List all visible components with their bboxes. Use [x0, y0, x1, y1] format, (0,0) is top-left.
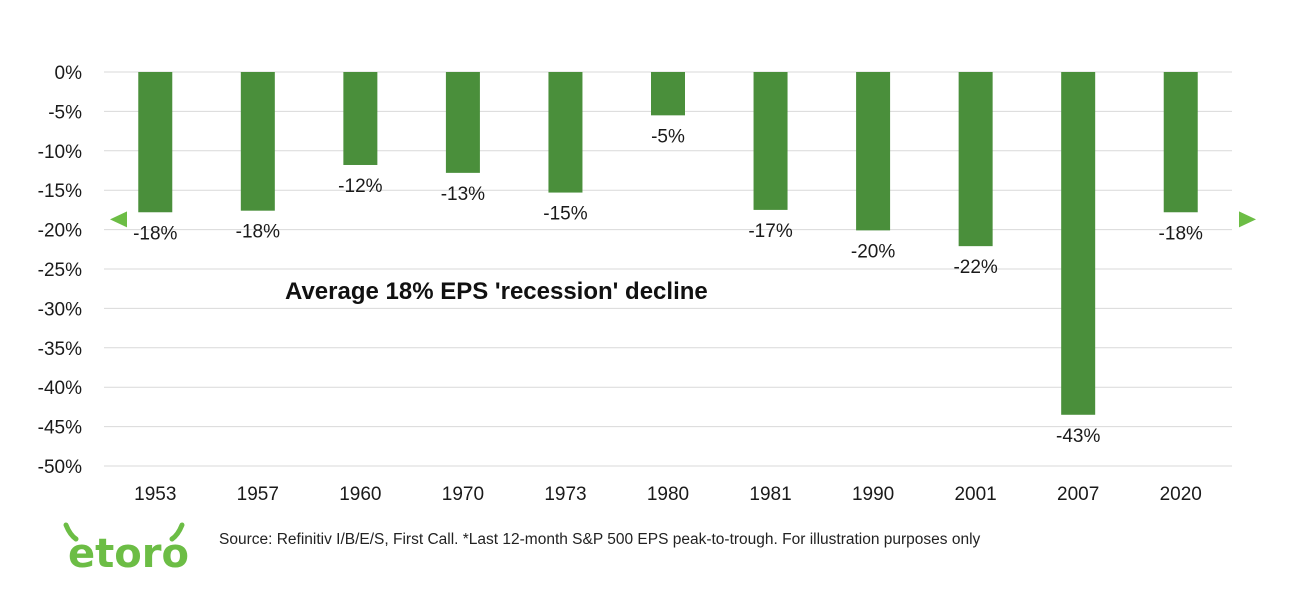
bar-1990 — [856, 72, 891, 231]
bars — [138, 72, 1198, 415]
data-label: -20% — [851, 241, 895, 262]
data-label: -43% — [1056, 426, 1100, 447]
gridlines — [104, 71, 1232, 467]
left-arrowhead-icon — [110, 211, 127, 228]
source-note: Source: Refinitiv I/B/E/S, First Call. *… — [219, 531, 981, 548]
y-tick-label: -35% — [38, 339, 82, 360]
x-tick-label: 2020 — [1160, 484, 1202, 505]
etoro-logo: etoro — [63, 522, 189, 573]
data-label: -18% — [236, 222, 280, 243]
y-axis-ticks: 0% -5% -10% -15% -20% -25% -30% -35% -40% -45% -50… — [38, 63, 82, 478]
footer: etoro — [60, 515, 200, 575]
y-tick-label: -50% — [38, 457, 82, 478]
bar-1981 — [753, 72, 788, 210]
y-tick-label: -25% — [38, 260, 82, 281]
y-tick-label: -15% — [38, 181, 82, 202]
data-label: -5% — [651, 126, 685, 147]
x-axis-ticks: 1953 1957 1960 1970 1973 1980 1981 1990 2001 2007… — [134, 484, 1202, 505]
logo-wordmark: etoro — [68, 531, 189, 573]
bar-chart: 0% -5% -10% -15% -20% -25% -30% -35% -40% -45% -50… — [38, 63, 1256, 505]
data-labels: -18% -18% -12% -13% -15% -5% -17% -20% -22% -43% -… — [133, 126, 1203, 446]
x-tick-label: 1953 — [134, 484, 176, 505]
data-label: -18% — [133, 223, 177, 244]
data-label: -18% — [1159, 223, 1203, 244]
x-tick-label: 1960 — [339, 484, 381, 505]
x-tick-label: 1980 — [647, 484, 689, 505]
x-tick-label: 1990 — [852, 484, 894, 505]
average-annotation: Average 18% EPS 'recession' decline — [285, 278, 708, 305]
data-label: -22% — [953, 257, 997, 278]
average-line — [110, 211, 1256, 228]
x-tick-label: 1981 — [749, 484, 791, 505]
right-arrowhead-icon — [1239, 211, 1256, 228]
y-tick-label: -30% — [38, 299, 82, 320]
x-tick-label: 1973 — [544, 484, 586, 505]
data-label: -15% — [543, 204, 587, 225]
data-label: -13% — [441, 184, 485, 205]
y-tick-label: -10% — [38, 142, 82, 163]
y-tick-label: -45% — [38, 418, 82, 439]
x-tick-label: 1970 — [442, 484, 484, 505]
x-tick-label: 1957 — [237, 484, 279, 505]
bar-2020 — [1163, 72, 1198, 213]
bar-1960 — [343, 72, 378, 165]
x-tick-label: 2007 — [1057, 484, 1099, 505]
x-tick-label: 2001 — [954, 484, 996, 505]
bar-1970 — [445, 72, 480, 173]
bar-1957 — [240, 72, 275, 211]
bar-1953 — [138, 72, 173, 213]
y-tick-label: -40% — [38, 378, 82, 399]
bar-1980 — [651, 72, 685, 116]
data-label: -12% — [338, 176, 382, 197]
bar-1973 — [548, 72, 583, 193]
y-tick-label: -5% — [48, 102, 82, 123]
y-tick-label: -20% — [38, 221, 82, 242]
y-tick-label: 0% — [55, 63, 83, 84]
bar-2007 — [1061, 72, 1096, 415]
data-label: -17% — [748, 221, 792, 242]
